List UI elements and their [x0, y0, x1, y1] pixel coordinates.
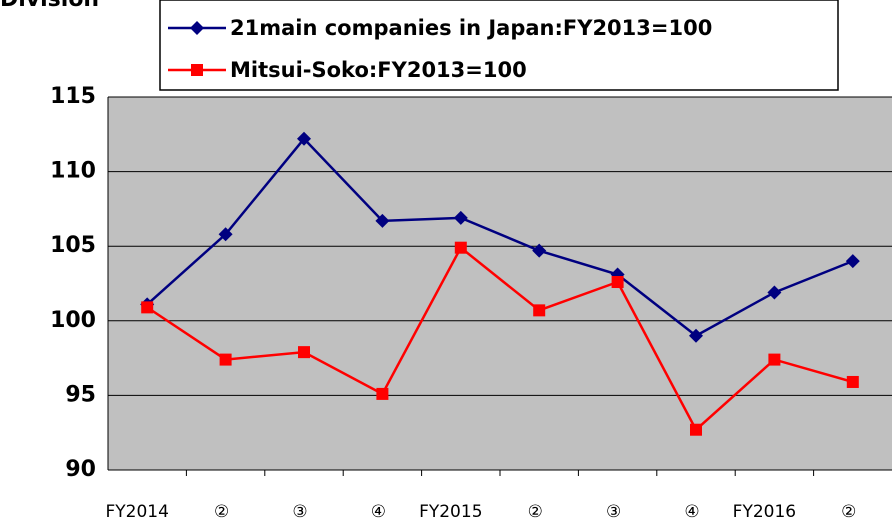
point — [767, 285, 782, 300]
x-tick-label: ③ — [606, 502, 621, 522]
point — [533, 304, 546, 317]
chart-title: Division — [0, 0, 99, 12]
y-tick-label: 95 — [65, 382, 96, 407]
y-tick-label: 110 — [50, 159, 96, 184]
legend — [159, 0, 839, 91]
point — [845, 254, 860, 269]
x-tick-label: ② — [528, 502, 543, 522]
point — [768, 353, 781, 366]
x-tick-label: ② — [214, 502, 229, 522]
y-tick-label: 100 — [50, 308, 96, 333]
x-tick-label: ④ — [684, 502, 699, 522]
point — [690, 423, 702, 436]
point — [219, 353, 232, 366]
point — [846, 375, 859, 388]
y-tick-label: 90 — [65, 457, 96, 482]
legend-label: 21main companies in Japan:FY2013=100 — [230, 16, 712, 40]
y-tick-label: 115 — [50, 84, 96, 109]
point — [218, 227, 233, 242]
x-tick-label: ② — [841, 502, 856, 522]
point — [453, 210, 468, 225]
point — [689, 328, 703, 343]
legend-marker — [191, 64, 203, 76]
point — [454, 241, 467, 254]
point — [376, 387, 389, 400]
point — [298, 346, 310, 359]
point — [141, 301, 154, 314]
x-tick-label: ③ — [292, 502, 307, 522]
point — [297, 131, 311, 146]
series-line — [146, 136, 854, 338]
point — [375, 213, 390, 228]
point — [611, 276, 624, 289]
plot-area — [108, 97, 892, 470]
x-tick-label: FY2015 — [419, 502, 482, 522]
series-line — [146, 245, 854, 432]
x-tick-label: ④ — [371, 502, 386, 522]
x-tick-label: FY2014 — [105, 502, 168, 522]
x-tick-label: FY2016 — [733, 502, 796, 522]
legend-marker — [190, 21, 204, 35]
y-tick-label: 105 — [50, 233, 96, 258]
legend-label: Mitsui-Soko:FY2013=100 — [230, 58, 527, 82]
point — [532, 243, 547, 258]
